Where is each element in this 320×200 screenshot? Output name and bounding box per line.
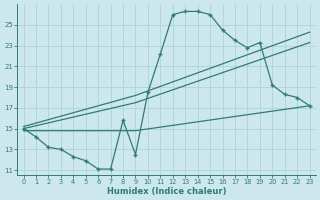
X-axis label: Humidex (Indice chaleur): Humidex (Indice chaleur) xyxy=(107,187,226,196)
